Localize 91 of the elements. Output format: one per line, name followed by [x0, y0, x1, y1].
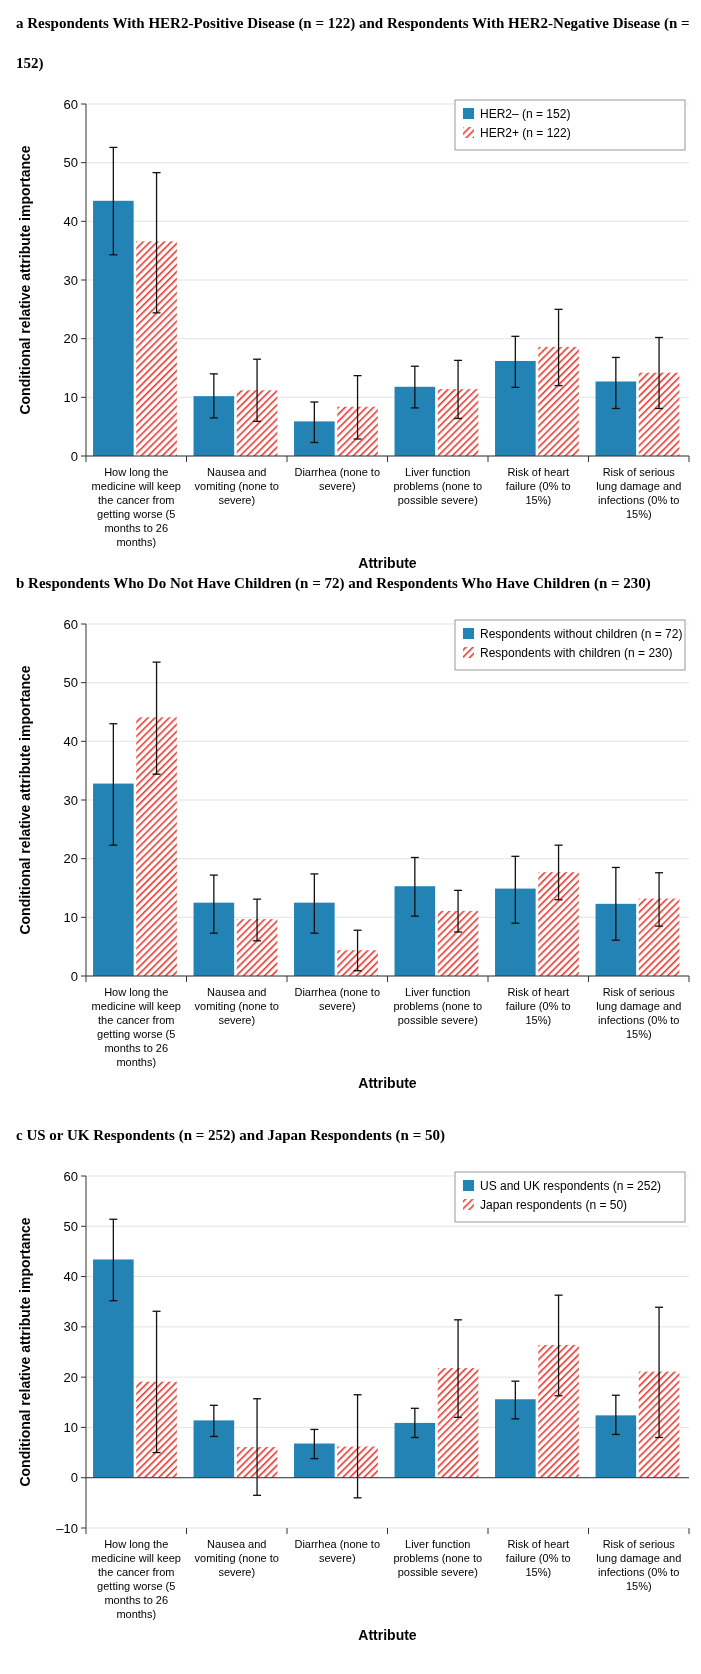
- bar: [638, 1371, 680, 1478]
- bar: [294, 421, 335, 456]
- y-axis-title: Conditional relative attribute importance: [17, 145, 33, 415]
- bar: [394, 886, 436, 976]
- bar: [136, 241, 177, 456]
- y-tick-label: 40: [63, 1269, 78, 1285]
- y-tick-label: 60: [63, 96, 78, 112]
- y-tick-label: 40: [63, 733, 78, 749]
- y-tick-label: 30: [63, 272, 78, 288]
- bar: [337, 1446, 378, 1478]
- chart-title: c US or UK Respondents (n = 252) and Japan Respondents (n = 50): [16, 1127, 445, 1144]
- bar: [136, 717, 177, 976]
- y-tick-label: 0: [70, 968, 78, 984]
- bar: [394, 1422, 436, 1478]
- bar: [437, 389, 479, 456]
- x-tick-label: Risk of serious lung damage and infections (0% to 15%): [596, 466, 682, 520]
- bar: [495, 360, 536, 456]
- legend-label: HER2– (n = 152): [480, 107, 571, 122]
- chart-title: b Respondents Who Do Not Have Children (n = 72) and Respondents Who Have Children (n = 230): [16, 575, 651, 592]
- y-tick-label: 50: [63, 1218, 78, 1234]
- x-tick-label: Risk of heart failure (0% to 15%): [505, 466, 571, 506]
- bar: [394, 386, 436, 456]
- x-axis-title: Attribute: [358, 555, 417, 571]
- x-tick-label: How long the medicine will keep the cancer from getting worse (5 months to 26 months): [91, 1538, 181, 1620]
- legend-label: Respondents with children (n = 230): [480, 646, 673, 661]
- x-axis-title: Attribute: [358, 1075, 417, 1091]
- x-tick-label: How long the medicine will keep the cancer from getting worse (5 months to 26 months): [91, 466, 181, 548]
- x-tick-label: Nausea and vomiting (none to severe): [194, 986, 279, 1026]
- bar: [495, 888, 536, 976]
- y-tick-label: 20: [63, 331, 78, 347]
- bar: [93, 200, 134, 456]
- bar: [495, 1399, 536, 1478]
- x-tick-label: Risk of heart failure (0% to 15%): [505, 986, 571, 1026]
- x-tick-label: Risk of serious lung damage and infections (0% to 15%): [596, 986, 682, 1040]
- x-tick-label: Diarrhea (none to severe): [294, 466, 381, 492]
- bar: [193, 1420, 235, 1478]
- bar: [638, 898, 680, 976]
- bar: [538, 1344, 579, 1478]
- y-tick-label: –10: [56, 1520, 78, 1536]
- x-tick-label: Risk of serious lung damage and infections (0% to 15%): [596, 1538, 682, 1592]
- y-tick-label: 20: [63, 1369, 78, 1385]
- legend-label: HER2+ (n = 122): [480, 126, 571, 141]
- x-tick-label: How long the medicine will keep the cancer from getting worse (5 months to 26 months): [91, 986, 181, 1068]
- bar: [236, 919, 278, 976]
- chart-title: a Respondents With HER2-Positive Disease (n = 122) and Respondents With HER2-Negative Disease (n = 152): [16, 15, 690, 71]
- y-tick-label: 50: [63, 675, 78, 691]
- y-tick-label: 0: [70, 448, 78, 464]
- bar: [193, 396, 235, 456]
- bar: [294, 902, 335, 976]
- y-axis-title: Conditional relative attribute importance: [17, 1217, 33, 1487]
- bar: [638, 372, 680, 456]
- bar: [337, 406, 378, 456]
- bar: [595, 1415, 637, 1478]
- bar: [93, 783, 134, 976]
- legend-label: Respondents without children (n = 72): [480, 627, 683, 642]
- y-tick-label: 10: [63, 389, 78, 405]
- bar: [538, 346, 579, 456]
- legend-label: US and UK respondents (n = 252): [480, 1179, 662, 1194]
- y-tick-label: 0: [70, 1470, 78, 1486]
- y-axis-title: Conditional relative attribute importance: [17, 665, 33, 935]
- bar: [437, 1368, 479, 1478]
- y-tick-label: 10: [63, 1419, 78, 1435]
- x-axis-title: Attribute: [358, 1627, 417, 1643]
- bar: [236, 390, 278, 456]
- y-tick-label: 20: [63, 851, 78, 867]
- bar: [437, 910, 479, 976]
- bar: [595, 903, 637, 976]
- y-tick-label: 30: [63, 1319, 78, 1335]
- x-tick-label: Diarrhea (none to severe): [294, 986, 381, 1012]
- x-tick-label: Liver function problems (none to possible severe): [393, 1538, 483, 1578]
- bar: [136, 1381, 177, 1478]
- bar: [294, 1443, 335, 1478]
- x-tick-label: Risk of heart failure (0% to 15%): [505, 1538, 571, 1578]
- legend-label: Japan respondents (n = 50): [480, 1198, 628, 1213]
- x-tick-label: Liver function problems (none to possible severe): [393, 986, 483, 1026]
- bar: [236, 1447, 278, 1478]
- bar: [337, 950, 378, 976]
- y-tick-label: 60: [63, 616, 78, 632]
- bar: [538, 872, 579, 976]
- y-tick-label: 60: [63, 1168, 78, 1184]
- bar: [93, 1259, 134, 1478]
- x-tick-label: Nausea and vomiting (none to severe): [194, 466, 279, 506]
- bar: [595, 381, 637, 456]
- y-tick-label: 10: [63, 909, 78, 925]
- x-tick-label: Diarrhea (none to severe): [294, 1538, 381, 1564]
- bar: [193, 902, 235, 976]
- x-tick-label: Liver function problems (none to possible severe): [393, 466, 483, 506]
- y-tick-label: 50: [63, 155, 78, 171]
- y-tick-label: 30: [63, 792, 78, 808]
- y-tick-label: 40: [63, 213, 78, 229]
- x-tick-label: Nausea and vomiting (none to severe): [194, 1538, 279, 1578]
